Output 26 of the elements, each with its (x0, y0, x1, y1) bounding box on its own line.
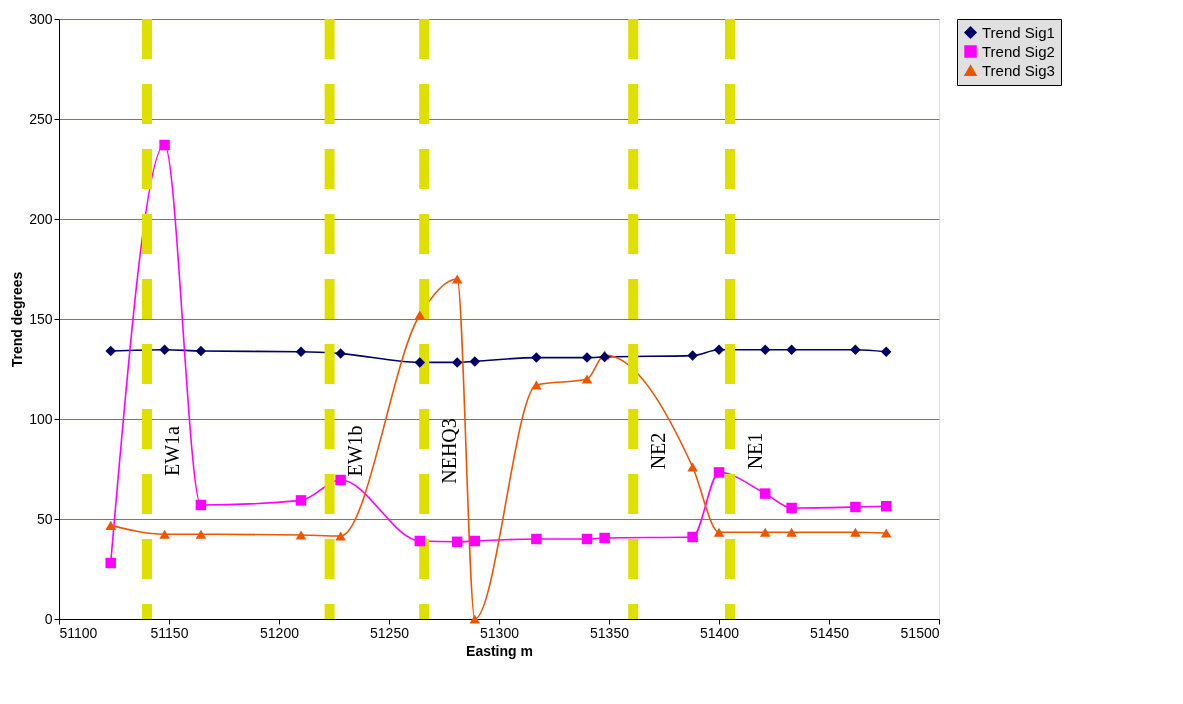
x-axis-title: Easting m (466, 642, 533, 659)
y-tick-label: 0 (44, 610, 53, 627)
legend-label: Trend Sig1 (982, 23, 1055, 41)
ref-line-label: NE1 (744, 432, 766, 470)
ref-line-label: NE2 (647, 432, 670, 470)
x-tick-label: 51150 (150, 624, 189, 641)
y-tick-label: 300 (29, 10, 53, 27)
ref-line-label: EW1a (161, 425, 183, 476)
legend-label: Trend Sig2 (982, 42, 1055, 60)
x-tick-label: 51450 (810, 624, 850, 641)
y-tick-label: 50 (36, 510, 53, 527)
y-axis-title: Trend degrees (9, 271, 26, 368)
x-tick-label: 51500 (900, 624, 940, 641)
x-tick-label: 51250 (370, 624, 410, 641)
x-tick-label: 51350 (590, 624, 630, 641)
x-tick-label: 51200 (260, 624, 300, 641)
y-tick-label: 250 (29, 110, 53, 127)
x-tick-label: 51100 (59, 624, 98, 641)
x-tick-label: 51300 (480, 624, 520, 641)
y-tick-label: 150 (29, 310, 53, 327)
x-tick-label: 51400 (700, 624, 740, 641)
ref-line-label: NEHQ3 (438, 418, 461, 484)
legend-label: Trend Sig3 (982, 61, 1055, 79)
y-tick-label: 100 (29, 410, 53, 427)
ref-line-label: EW1b (343, 425, 366, 477)
y-tick-label: 200 (29, 210, 53, 227)
